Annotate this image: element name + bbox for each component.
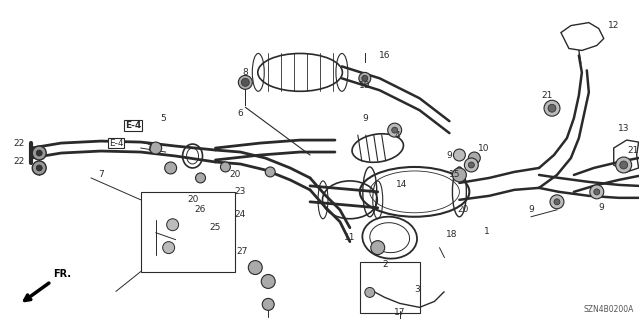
Text: 9: 9 <box>528 205 534 214</box>
Bar <box>141 192 236 271</box>
Text: 22: 22 <box>13 139 25 148</box>
Text: 22: 22 <box>13 157 25 166</box>
Circle shape <box>248 260 262 275</box>
Circle shape <box>465 158 478 172</box>
Circle shape <box>453 149 465 161</box>
Text: 5: 5 <box>160 114 166 123</box>
Circle shape <box>241 78 250 86</box>
Circle shape <box>36 150 42 156</box>
Circle shape <box>32 161 46 175</box>
Text: 9: 9 <box>362 114 367 123</box>
Circle shape <box>164 162 177 174</box>
Circle shape <box>196 173 205 183</box>
Circle shape <box>616 157 632 173</box>
Circle shape <box>238 76 252 89</box>
Circle shape <box>163 242 175 253</box>
Text: 4: 4 <box>395 131 401 140</box>
Text: 24: 24 <box>235 210 246 219</box>
Circle shape <box>452 168 467 182</box>
Bar <box>360 261 420 313</box>
Circle shape <box>265 167 275 177</box>
Text: SZN4B0200A: SZN4B0200A <box>583 305 634 314</box>
Text: 10: 10 <box>477 144 489 153</box>
Circle shape <box>32 146 46 160</box>
Text: 2: 2 <box>382 260 388 269</box>
Text: 6: 6 <box>237 109 243 118</box>
Text: E-4: E-4 <box>109 139 123 148</box>
Circle shape <box>590 185 604 199</box>
Circle shape <box>550 195 564 209</box>
Text: 13: 13 <box>618 124 629 132</box>
Circle shape <box>371 241 385 255</box>
Text: 27: 27 <box>237 247 248 256</box>
Circle shape <box>468 152 480 164</box>
Text: 21: 21 <box>627 146 638 155</box>
Text: 17: 17 <box>394 308 405 317</box>
Circle shape <box>548 104 556 112</box>
Text: 8: 8 <box>243 68 248 77</box>
Circle shape <box>262 298 274 310</box>
Text: FR.: FR. <box>53 269 71 279</box>
Circle shape <box>594 189 600 195</box>
Text: 21: 21 <box>541 91 553 100</box>
Text: 26: 26 <box>195 205 206 214</box>
Text: 19: 19 <box>359 81 371 90</box>
Circle shape <box>388 123 402 137</box>
Circle shape <box>36 165 42 171</box>
Circle shape <box>359 72 371 84</box>
Circle shape <box>166 219 179 231</box>
Text: 20: 20 <box>458 205 469 214</box>
Text: 16: 16 <box>379 51 390 60</box>
Circle shape <box>220 162 230 172</box>
Text: 18: 18 <box>445 230 457 239</box>
Circle shape <box>362 76 368 81</box>
Text: 3: 3 <box>415 285 420 294</box>
Text: 11: 11 <box>344 233 356 242</box>
Text: 25: 25 <box>210 223 221 232</box>
Text: 15: 15 <box>449 171 460 180</box>
Text: 20: 20 <box>230 171 241 180</box>
Text: 14: 14 <box>396 180 407 189</box>
Text: 1: 1 <box>484 227 490 236</box>
Circle shape <box>365 287 375 297</box>
Circle shape <box>392 127 397 133</box>
Text: 23: 23 <box>235 188 246 196</box>
Text: 7: 7 <box>98 171 104 180</box>
Circle shape <box>620 161 628 169</box>
Text: 12: 12 <box>608 21 620 30</box>
Circle shape <box>261 275 275 288</box>
Circle shape <box>150 142 162 154</box>
Text: 20: 20 <box>187 195 198 204</box>
Text: 7: 7 <box>146 144 152 153</box>
Text: E-4: E-4 <box>125 121 141 130</box>
Text: 9: 9 <box>598 203 604 212</box>
Circle shape <box>468 162 474 168</box>
Text: 9: 9 <box>447 150 452 160</box>
Circle shape <box>544 100 560 116</box>
Circle shape <box>554 199 560 205</box>
